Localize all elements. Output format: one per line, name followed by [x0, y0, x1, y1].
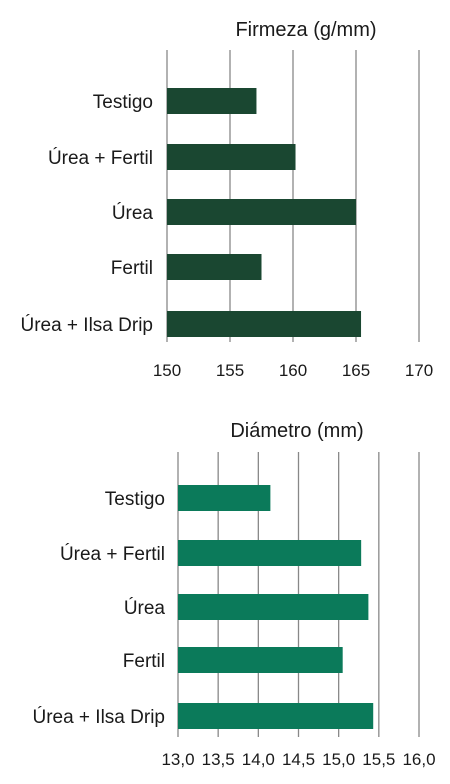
- tick-label: 13,5: [202, 750, 235, 769]
- tick-label: 165: [342, 361, 370, 380]
- bar: [178, 594, 369, 620]
- category-label: Úrea + Fertil: [60, 543, 165, 565]
- tick-label: 155: [216, 361, 244, 380]
- category-label: Testigo: [93, 92, 153, 113]
- tick-label: 15,0: [322, 750, 355, 769]
- chart-1: Firmeza (g/mm) Testigo Úrea + Fertil Úrea Fe…: [20, 19, 433, 380]
- bar: [178, 540, 362, 566]
- category-label: Úrea + Fertil: [48, 147, 153, 169]
- bar: [178, 647, 343, 673]
- bar: [167, 88, 257, 114]
- tick-label: 150: [153, 361, 181, 380]
- category-label: Fertil: [111, 258, 153, 279]
- tick-label: 14,0: [242, 750, 275, 769]
- category-label: Testigo: [105, 489, 165, 510]
- bar: [178, 485, 271, 511]
- tick-label: 170: [405, 361, 433, 380]
- category-label: Fertil: [123, 651, 165, 672]
- chart-2: Diámetro (mm) Testigo Úrea + Fertil Úrea Fer…: [32, 420, 435, 769]
- tick-label: 14,5: [282, 750, 315, 769]
- category-label: Úrea + Ilsa Drip: [20, 314, 153, 336]
- tick-label: 160: [279, 361, 307, 380]
- bar: [167, 311, 362, 337]
- category-label: Úrea + Ilsa Drip: [32, 706, 165, 728]
- bar: [178, 703, 374, 729]
- chart-title: Firmeza (g/mm): [235, 19, 376, 41]
- tick-label: 16,0: [402, 750, 435, 769]
- bar: [167, 199, 356, 225]
- category-label: Úrea: [124, 597, 166, 619]
- chart-title: Diámetro (mm): [230, 420, 363, 442]
- tick-label: 13,0: [161, 750, 194, 769]
- category-label: Úrea: [112, 202, 154, 224]
- bar: [167, 144, 296, 170]
- tick-label: 15,5: [362, 750, 395, 769]
- bar: [167, 254, 262, 280]
